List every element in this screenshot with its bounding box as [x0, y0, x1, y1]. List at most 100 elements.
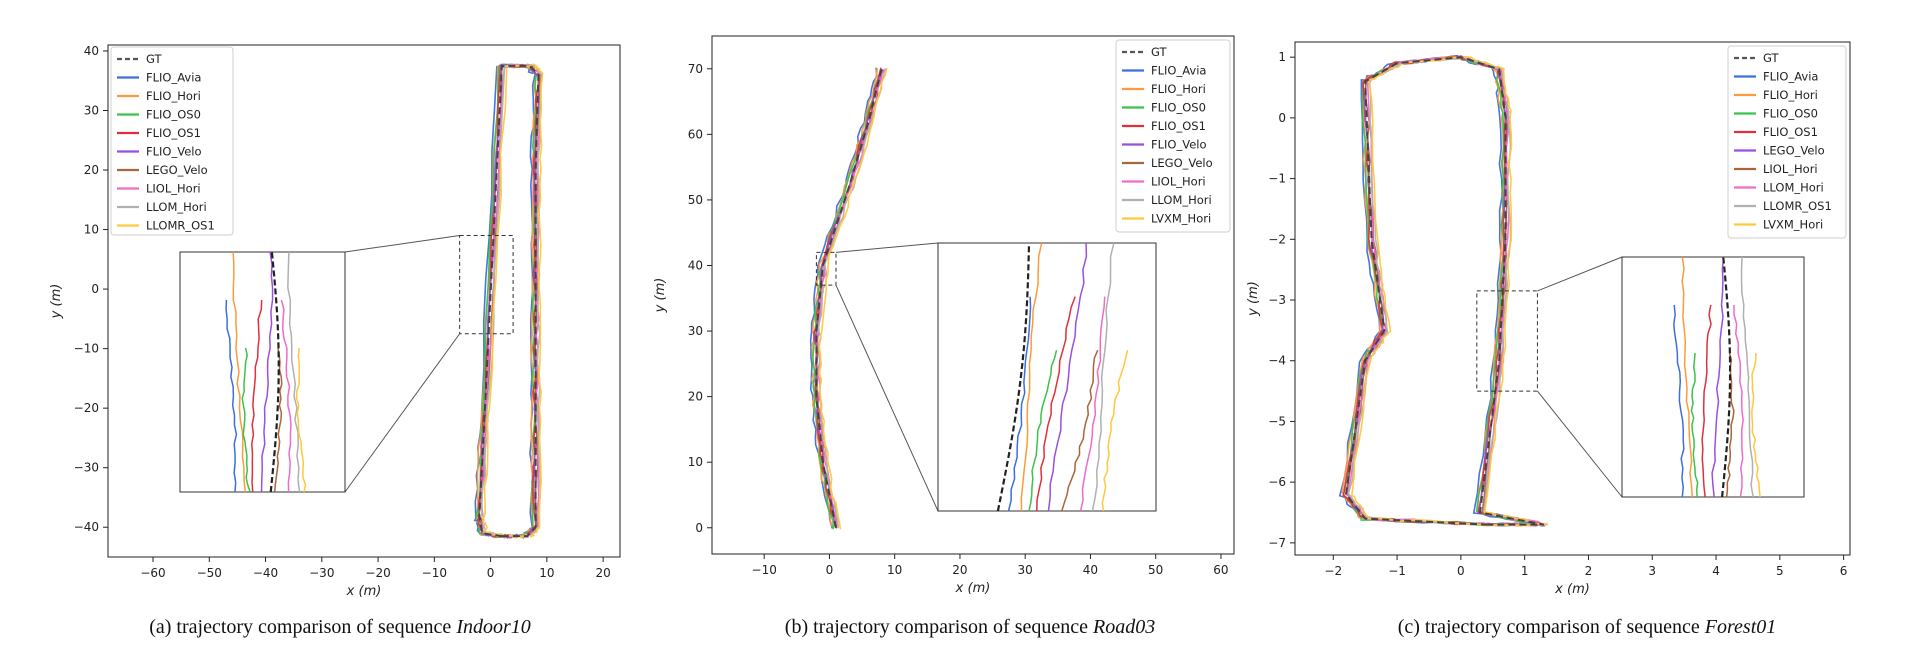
chart-1: −60 −50 −40 −30 −20 −10 0 10 20 −40 −30 −20 −10 0 10 20…: [49, 44, 621, 638]
legend-box: [110, 46, 234, 236]
inset-series-LEGO_Velo: [273, 347, 283, 493]
zoom-region: [815, 251, 837, 286]
y-axis-label: y (m): [653, 278, 668, 314]
figure-caption: (a) trajectory comparison of sequence In…: [149, 616, 531, 638]
x-tick-label: −2: [1324, 564, 1342, 578]
x-tick-label: 20: [952, 563, 967, 577]
x-tick-label: 0: [487, 566, 495, 580]
x-tick-label: −10: [422, 566, 447, 580]
legend-label: GT: [1151, 45, 1168, 59]
y-axis-label: y (m): [49, 284, 64, 320]
legend-label: LVXM_Hori: [1763, 218, 1823, 232]
inset-trajectories: [1673, 256, 1761, 498]
series-GT: [815, 68, 883, 528]
y-tick-label: −10: [74, 342, 99, 356]
x-tick-label: 30: [1018, 563, 1033, 577]
legend-label: FLIO_Hori: [1763, 88, 1818, 102]
x-tick-label: 4: [1712, 564, 1720, 578]
legend-label: LLOM_Hori: [146, 200, 207, 214]
x-tick-label: 40: [1083, 563, 1098, 577]
inset-series-FLIO_Avia: [1673, 304, 1685, 498]
legend-label: FLIO_Velo: [146, 145, 202, 159]
y-tick-label: −5: [1268, 414, 1286, 428]
series-LLOMR_OS1: [1347, 56, 1548, 527]
x-tick-label: −1: [1388, 564, 1406, 578]
y-tick-label: −4: [1268, 354, 1286, 368]
y-tick-label: −40: [74, 520, 99, 534]
inset-series-FLIO_OS1: [251, 299, 263, 493]
inset-series-LIOL_Hori: [280, 299, 292, 493]
x-tick-label: 2: [1585, 564, 1593, 578]
caption-sequence-name: Road03: [1092, 616, 1155, 638]
trajectories: [809, 67, 888, 530]
x-tick-label: 60: [1213, 563, 1228, 577]
inset-series-FLIO_OS0: [1690, 352, 1699, 498]
x-tick-label: 20: [595, 566, 610, 580]
y-tick-label: 40: [84, 44, 99, 58]
legend-label: FLIO_OS0: [1763, 107, 1818, 121]
inset-series-FLIO_OS0: [241, 347, 251, 493]
x-tick-label: −30: [309, 566, 334, 580]
legend-label: LIOL_Hori: [1763, 162, 1818, 176]
zoom-connector: [344, 235, 460, 253]
inset-series-LEGO_Velo: [1711, 256, 1725, 498]
legend-label: FLIO_OS0: [146, 108, 201, 122]
inset-series-LEGO_Velo: [1061, 349, 1099, 512]
series-GT: [478, 64, 540, 538]
legend-label: GT: [146, 52, 163, 66]
series-LLOMR_OS1: [481, 63, 544, 539]
y-tick-label: −2: [1268, 232, 1286, 246]
inset-series-LVXM_Hori: [1101, 350, 1129, 512]
y-tick-label: 20: [688, 390, 703, 404]
y-tick-label: 10: [84, 223, 99, 237]
legend-label: FLIO_Avia: [146, 71, 201, 85]
figure-caption: (b) trajectory comparison of sequence Ro…: [785, 616, 1155, 638]
caption-prefix: (c) trajectory comparison of sequence: [1398, 616, 1705, 638]
legend-label: FLIO_Velo: [1151, 138, 1207, 152]
zoom-connector: [835, 284, 939, 512]
legend-label: FLIO_OS1: [1151, 119, 1206, 133]
legend-label: LEGO_Velo: [146, 163, 208, 177]
inset-series-GT: [269, 251, 280, 493]
y-axis-label: y (m): [1246, 281, 1261, 317]
caption-sequence-name: Forest01: [1704, 616, 1776, 638]
legend-label: LLOM_Hori: [1763, 181, 1824, 195]
series-LVXM_Hori: [1350, 56, 1548, 527]
inset-series-FLIO_Hori: [232, 251, 246, 493]
legend-label: FLIO_OS0: [1151, 101, 1206, 115]
inset-series-FLIO_Avia: [1007, 296, 1032, 512]
legend-label: LLOMR_OS1: [146, 219, 215, 233]
zoom-connector: [1537, 390, 1623, 498]
zoom-connector: [835, 242, 939, 253]
inset-series-LLOM_Hori: [287, 251, 301, 493]
x-axis-label: x (m): [955, 581, 991, 596]
caption-prefix: (b) trajectory comparison of sequence: [785, 616, 1093, 638]
inset-series-FLIO_OS1: [1036, 296, 1076, 512]
x-tick-label: −40: [253, 566, 278, 580]
figure-caption: (c) trajectory comparison of sequence Fo…: [1398, 616, 1777, 638]
x-tick-label: 3: [1648, 564, 1656, 578]
y-tick-label: 40: [688, 258, 703, 272]
inset-series-LLOM_Hori: [1733, 304, 1744, 498]
zoom-region: [459, 235, 514, 335]
chart-2: −10 0 10 20 30 40 50 60 0 10 20 30 40 50 60 70 x (m) y (m…: [653, 35, 1235, 638]
x-tick-label: −10: [752, 563, 777, 577]
zoom-inset: [1621, 256, 1805, 498]
x-tick-label: −60: [140, 566, 165, 580]
caption-prefix: (a) trajectory comparison of sequence: [149, 616, 456, 638]
x-tick-label: 1: [1521, 564, 1529, 578]
y-tick-label: −7: [1268, 536, 1286, 550]
inset-series-LVXM_Hori: [1751, 352, 1761, 498]
zoom-connector: [1537, 256, 1623, 292]
inset-series-FLIO_Velo: [260, 251, 274, 493]
x-tick-label: 0: [1457, 564, 1465, 578]
x-tick-label: 6: [1840, 564, 1848, 578]
x-tick-label: 10: [539, 566, 554, 580]
inset-series-FLIO_Avia: [225, 299, 238, 493]
inset-series-FLIO_OS0: [1028, 350, 1058, 512]
y-tick-label: −20: [74, 401, 99, 415]
inset-trajectories: [225, 251, 307, 493]
legend-box: [1115, 39, 1231, 233]
x-tick-label: −50: [197, 566, 222, 580]
